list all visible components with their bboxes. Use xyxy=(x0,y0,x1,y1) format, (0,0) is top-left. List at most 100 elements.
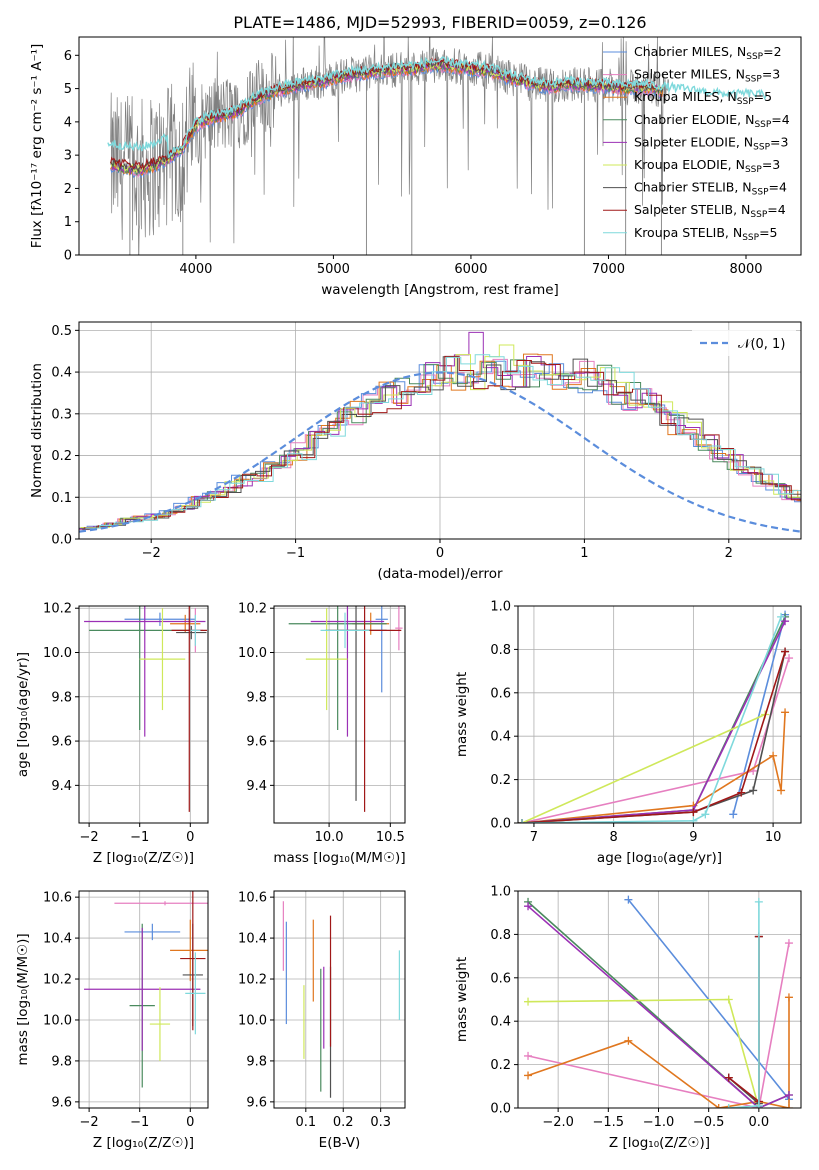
axes-frame: 0.1 0.2 0.3 9.6 9.8 10.0 10.2 10.4 10.6 E(B-V) xyxy=(238,890,406,1151)
y-axis-label: mass weight xyxy=(454,957,470,1042)
salpeter-elodie-point xyxy=(310,606,385,737)
y-tick-label: 0.2 xyxy=(51,449,72,464)
axes-border xyxy=(517,890,802,1109)
x-tick-label: 0 xyxy=(436,546,444,561)
y-tick-label: 0.6 xyxy=(490,686,511,701)
kroupa-stelib-model-line xyxy=(107,55,767,159)
weight-marker xyxy=(781,708,790,717)
plot-area xyxy=(107,37,767,255)
y-axis-label: mass [log₁₀(M/M☉)] xyxy=(15,933,31,1065)
weight-marker xyxy=(624,895,633,904)
legend-label-main: Salpeter MILES, N xyxy=(634,67,745,82)
x-tick-label: 10.5 xyxy=(376,830,405,845)
y-tick-label: 0.4 xyxy=(490,730,511,745)
y-tick-label: 0.1 xyxy=(51,491,72,506)
legend-label: Salpeter STELIB, NSSP=4 xyxy=(634,202,786,220)
axes-frame: 4000 5000 6000 7000 8000 0 1 2 3 4 5 6 wavelength [A… xyxy=(29,36,802,298)
kroupa-miles-residual-step xyxy=(79,353,801,530)
y-tick-label: 10.4 xyxy=(238,932,267,947)
x-tick-label: −1 xyxy=(130,1115,149,1130)
weight-marker xyxy=(784,939,793,948)
legend-label: Kroupa STELIB, NSSP=5 xyxy=(634,225,778,243)
axes-border xyxy=(78,36,802,256)
kroupa-stelib-point xyxy=(190,614,201,646)
weight-marker xyxy=(524,1071,533,1080)
x-tick-label: 8000 xyxy=(729,262,762,277)
weight-marker xyxy=(784,1104,793,1108)
weight-marker xyxy=(689,816,698,823)
legend-label: 𝒩(0, 1) xyxy=(738,337,785,352)
normal-distribution-curve xyxy=(79,371,801,533)
x-tick-label: −0.5 xyxy=(693,1115,725,1130)
weight-marker xyxy=(729,810,738,819)
x-tick-label: −1.0 xyxy=(643,1115,675,1130)
legend-label-suffix: =5 xyxy=(759,225,777,240)
x-axis-label: (data-model)/error xyxy=(377,566,503,582)
kroupa-stelib-point xyxy=(320,612,370,649)
legend-label-main: Salpeter STELIB, N xyxy=(634,202,750,217)
salpeter-miles-point xyxy=(114,901,208,906)
y-tick-label: 0.0 xyxy=(490,817,511,832)
kroupa-miles-point xyxy=(170,919,208,982)
legend-box xyxy=(692,330,796,356)
chabrier-miles-point xyxy=(124,923,181,941)
legend-label: Salpeter ELODIE, NSSP=3 xyxy=(634,134,788,152)
x-axis-label: Z [log₁₀(Z/Z☉)] xyxy=(93,850,194,866)
axes-border xyxy=(517,605,802,824)
y-tick-label: 9.6 xyxy=(246,735,267,750)
residual-histogram-panel: −2 −1 0 1 2 0.0 0.1 0.2 0.3 0.4 0.5 (data-model)/er… xyxy=(29,321,802,582)
y-tick-label: 9.4 xyxy=(246,779,267,794)
axes-border xyxy=(273,890,406,1109)
y-axis-label: age [log₁₀(age/yr)] xyxy=(15,652,31,777)
x-axis-label: Z [log₁₀(Z/Z☉)] xyxy=(93,1135,194,1151)
mass-weight-vs-metallicity-panel: −2.0 −1.5 −1.0 −0.5 0.0 0.0 0.2 0.4 0.6 0.8 1.0 Z [… xyxy=(454,885,802,1151)
age-vs-mass-panel: 10.0 10.5 9.4 9.6 9.8 10.0 10.2 mass [log₁₀(M/M… xyxy=(238,602,406,866)
y-tick-label: 9.6 xyxy=(246,1095,267,1110)
y-tick-label: 0.5 xyxy=(51,324,72,339)
kroupa-stelib-residual-step xyxy=(85,354,801,529)
chabrier-stelib-weight-line xyxy=(728,936,760,1106)
y-tick-label: 0.2 xyxy=(490,773,511,788)
salpeter-stelib-point xyxy=(180,891,206,1031)
y-tick-label: 10.0 xyxy=(238,1013,267,1028)
y-tick-label: 10.2 xyxy=(43,973,72,988)
legend-label-main: Chabrier ELODIE, N xyxy=(634,112,754,127)
y-tick-label: 9.4 xyxy=(51,779,72,794)
axes-frame: −2.0 −1.5 −1.0 −0.5 0.0 0.0 0.2 0.4 0.6 0.8 1.0 Z [… xyxy=(454,885,802,1151)
legend-label-sub: SSP xyxy=(753,142,770,152)
salpeter-elodie-point xyxy=(84,927,201,1051)
y-tick-label: 0.3 xyxy=(51,407,72,422)
legend-label-suffix: =3 xyxy=(762,157,780,172)
y-tick-label: 4 xyxy=(64,115,72,130)
y-axis-label: Normed distribution xyxy=(29,363,45,498)
chabrier-elodie-weight-line xyxy=(521,616,786,823)
x-tick-label: −1 xyxy=(286,546,305,561)
legend-label-suffix: =3 xyxy=(762,67,780,82)
weight-marker xyxy=(689,808,698,817)
salpeter-stelib-point xyxy=(171,606,207,812)
x-axis-label: mass [log₁₀(M/M☉)] xyxy=(273,850,405,866)
weight-marker xyxy=(724,1104,733,1108)
y-tick-label: 0.0 xyxy=(490,1102,511,1117)
y-tick-label: 1.0 xyxy=(490,885,511,900)
kroupa-elodie-point xyxy=(149,987,171,1061)
y-tick-label: 0.8 xyxy=(490,928,511,943)
plot-area xyxy=(84,891,208,1088)
salpeter-elodie-weight-line xyxy=(527,905,790,1108)
spectrum-panel: 4000 5000 6000 7000 8000 0 1 2 3 4 5 6 wavelength [A… xyxy=(29,36,802,298)
legend-label: Salpeter MILES, NSSP=3 xyxy=(634,67,780,85)
kroupa-elodie-point xyxy=(139,608,186,711)
weight-marker xyxy=(714,1104,723,1108)
x-tick-label: −1 xyxy=(130,830,149,845)
x-axis-label: wavelength [Angstrom, rest frame] xyxy=(321,282,559,298)
kroupa-miles-weight-line xyxy=(527,997,790,1108)
weight-marker xyxy=(784,1090,793,1099)
y-tick-label: 0 xyxy=(64,249,72,264)
x-tick-label: 7000 xyxy=(592,262,625,277)
y-tick-label: 10.0 xyxy=(43,646,72,661)
weight-marker xyxy=(754,897,763,906)
x-tick-label: 5000 xyxy=(317,262,350,277)
x-tick-label: 2 xyxy=(725,546,733,561)
x-tick-label: 0.1 xyxy=(295,1115,316,1130)
legend-label-main: Kroupa ELODIE, N xyxy=(634,157,745,172)
